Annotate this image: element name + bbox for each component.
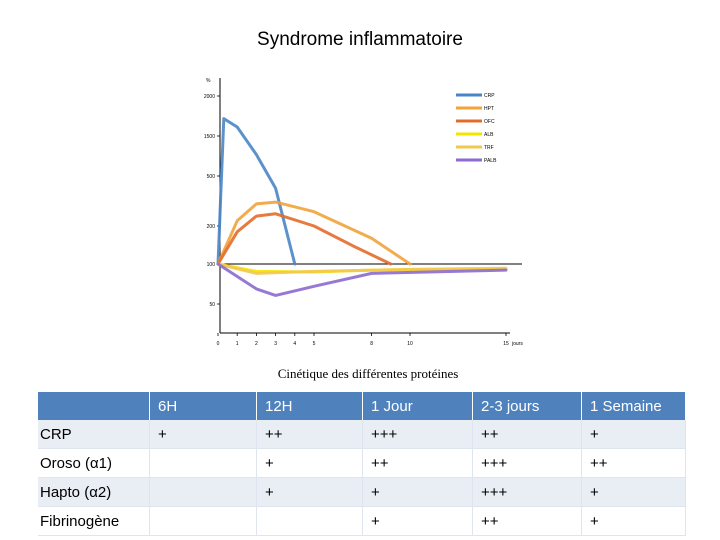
- table-cell: +: [581, 420, 686, 449]
- y-tick-label: 500: [207, 174, 216, 180]
- table-cell: ++: [472, 420, 582, 449]
- series-line-trf: [216, 262, 508, 275]
- page-title: Syndrome inflammatoire: [257, 29, 463, 50]
- table-cell: [256, 506, 363, 536]
- x-axis-label: jours: [511, 341, 523, 347]
- legend-label: ALB: [484, 132, 494, 138]
- table-cell: ++: [362, 448, 473, 478]
- x-tick-label: 15: [503, 341, 509, 347]
- table-cell: ++: [472, 506, 582, 536]
- protein-table: 6H 12H 1 Jour 2-3 jours 1 Semaine CRP + …: [38, 392, 686, 536]
- table-row: CRP + ++ +++ ++ +: [38, 420, 686, 449]
- table-cell: [149, 506, 257, 536]
- table-cell: Fibrinogène: [38, 506, 150, 536]
- y-tick-label: 2000: [204, 94, 215, 100]
- x-tick-label: 0: [217, 341, 220, 347]
- x-tick-label: 10: [407, 341, 413, 347]
- y-tick-label: 200: [207, 224, 216, 230]
- y-tick-label: 100: [207, 262, 216, 268]
- table-cell: +++: [472, 448, 582, 478]
- legend-label: PALB: [484, 158, 497, 164]
- x-tick-label: 4: [293, 341, 296, 347]
- table-cell: CRP: [38, 420, 150, 449]
- x-tick-label: 3: [274, 341, 277, 347]
- series-line-crp: [216, 117, 297, 266]
- table-cell: +: [581, 506, 686, 536]
- table-cell: +: [581, 477, 686, 507]
- table-cell: +: [149, 420, 257, 449]
- x-tick-label: 2: [255, 341, 258, 347]
- legend-label: HPT: [484, 106, 494, 112]
- legend-label: TRF: [484, 145, 494, 151]
- table-header-cell: 6H: [149, 392, 257, 420]
- table-cell: +: [362, 506, 473, 536]
- y-tick-label: 50: [209, 302, 215, 308]
- table-header-cell: 1 Semaine: [581, 392, 686, 420]
- table-header-row: 6H 12H 1 Jour 2-3 jours 1 Semaine: [38, 392, 686, 420]
- x-tick-label: 1: [236, 341, 239, 347]
- table-row: Oroso (α1) + ++ +++ ++: [38, 448, 686, 478]
- legend-label: OFC: [484, 119, 495, 125]
- table-header-cell: 2-3 jours: [472, 392, 582, 420]
- table-cell: +: [256, 477, 363, 507]
- table-cell: +: [362, 477, 473, 507]
- table-cell: [149, 477, 257, 507]
- legend-label: CRP: [484, 93, 495, 99]
- table-row: Hapto (α2) + + +++ +: [38, 477, 686, 507]
- table-cell: ++: [256, 420, 363, 449]
- x-tick-label: 5: [313, 341, 316, 347]
- table-header-cell: 1 Jour: [362, 392, 473, 420]
- series-line-palb: [216, 262, 508, 297]
- x-tick-label: 8: [370, 341, 373, 347]
- table-header-cell: 12H: [256, 392, 363, 420]
- table-cell: Oroso (α1): [38, 448, 150, 478]
- series-line-hpt: [216, 200, 412, 266]
- y-tick-label: 1500: [204, 134, 215, 140]
- table-header-cell: [38, 392, 150, 420]
- y-axis-label: %: [206, 78, 211, 84]
- table-cell: +: [256, 448, 363, 478]
- table-cell: ++: [581, 448, 686, 478]
- table-cell: +++: [472, 477, 582, 507]
- series-line-ofc: [216, 212, 393, 266]
- table-cell: +++: [362, 420, 473, 449]
- table-cell: [149, 448, 257, 478]
- table-row: Fibrinogène + ++ +: [38, 506, 686, 536]
- table-cell: Hapto (α2): [38, 477, 150, 507]
- chart-title: Cinétique des différentes protéines: [278, 366, 459, 381]
